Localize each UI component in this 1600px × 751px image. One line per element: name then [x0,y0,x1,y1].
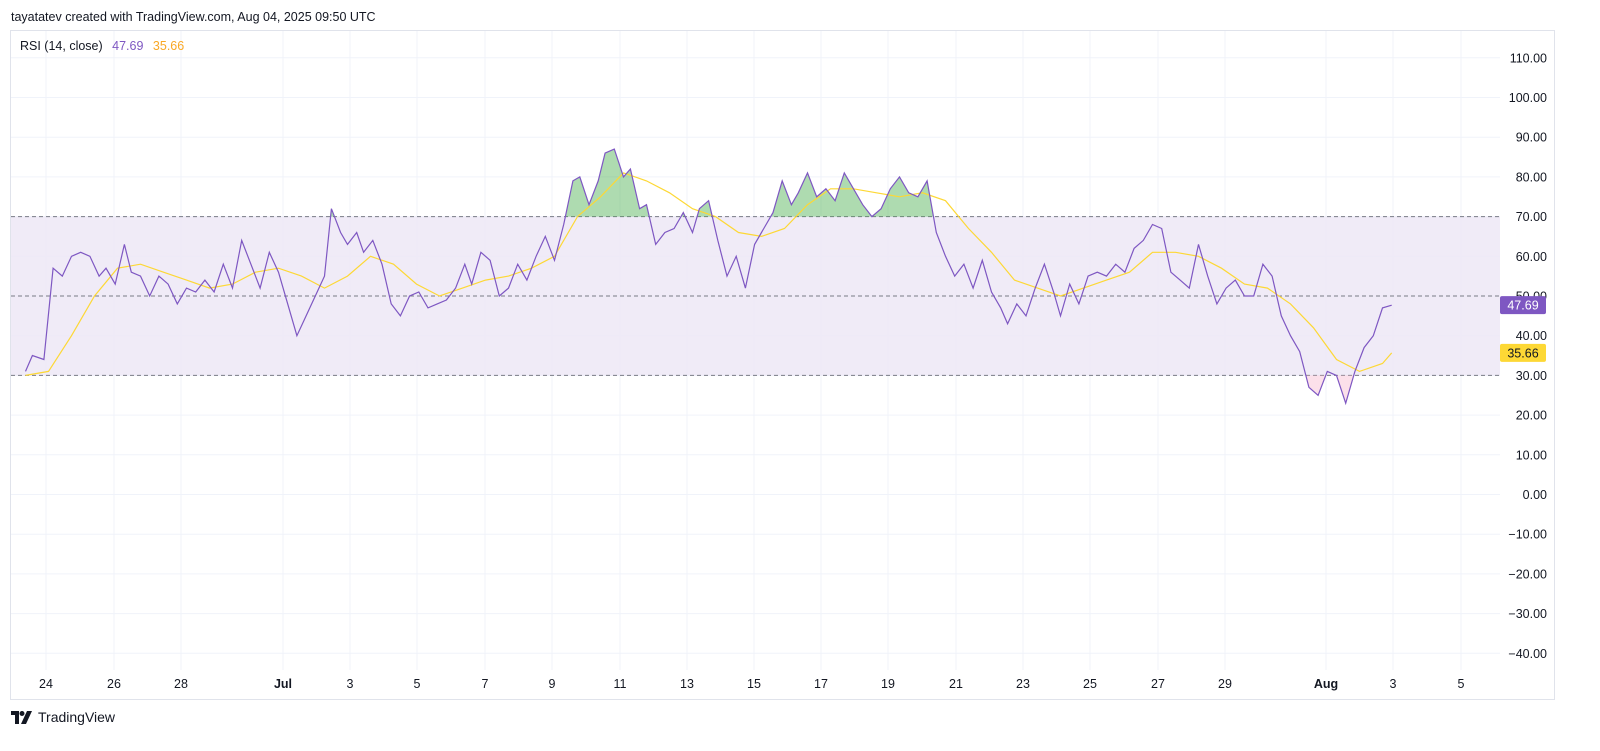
x-tick-label: 24 [39,677,53,691]
rsi-last-value-tag-bg [1500,296,1546,315]
rsi-ma-line [25,172,1393,376]
tradingview-brand: TradingView [38,709,116,725]
y-tick-label: −40.00 [1508,647,1547,661]
y-tick-label: −10.00 [1508,528,1547,542]
y-tick-label: 60.00 [1516,250,1547,264]
y-tick-label: 90.00 [1516,131,1547,145]
y-tick-label: 20.00 [1516,409,1547,423]
chart-frame [10,30,1555,700]
y-tick-label: −30.00 [1508,607,1547,621]
rsi-line [24,148,1392,406]
ma-legend-value: 35.66 [152,39,185,53]
y-tick-label: 80.00 [1516,170,1547,184]
x-tick-label: 26 [107,677,121,691]
y-tick-label: −20.00 [1508,567,1547,581]
rsi-last-value-tag: 47.69 [1507,299,1538,313]
indicator-name: RSI (14, close) [20,39,103,53]
x-tick-label: 5 [414,677,421,691]
x-tick-label: 7 [482,677,489,691]
y-tick-label: 110.00 [1510,51,1547,65]
x-tick-label: 11 [614,677,627,691]
y-tick-label: 70.00 [1516,210,1547,224]
x-tick-label: Jul [274,677,292,691]
x-tick-label: 15 [747,677,761,691]
y-tick-label: 30.00 [1516,369,1547,383]
x-tick-label: 21 [949,677,963,691]
y-tick-label: 100.00 [1509,91,1547,105]
x-tick-label: 13 [680,677,694,691]
y-tick-label: 0.00 [1523,488,1547,502]
ma-last-value-tag: 35.66 [1507,346,1538,360]
x-tick-label: 28 [174,677,188,691]
x-tick-label: 3 [1390,677,1397,691]
y-tick-label: 10.00 [1516,448,1547,462]
rsi-legend-value: 47.69 [112,39,144,53]
x-tick-label: 25 [1083,677,1097,691]
x-tick-label: 5 [1458,677,1465,691]
x-tick-label: 29 [1218,677,1232,691]
ma-last-value-tag-bg [1500,343,1546,362]
x-tick-label: 9 [549,677,556,691]
oversold-fill [1305,375,1354,404]
x-tick-label: 23 [1016,677,1030,691]
tradingview-logo[interactable]: TradingView [11,709,115,725]
y-tick-label: 40.00 [1516,329,1547,343]
x-tick-label: 19 [881,677,895,691]
tradingview-logo-icon [11,710,32,724]
x-tick-label: 27 [1151,677,1165,691]
x-tick-label: Aug [1314,677,1338,691]
chart-attribution: tayatatev created with TradingView.com, … [11,10,376,24]
x-tick-label: 3 [347,677,354,691]
indicator-legend[interactable]: RSI (14, close) 47.69 35.66 [20,39,190,53]
x-tick-label: 17 [814,677,828,691]
overbought-fill [330,149,934,217]
